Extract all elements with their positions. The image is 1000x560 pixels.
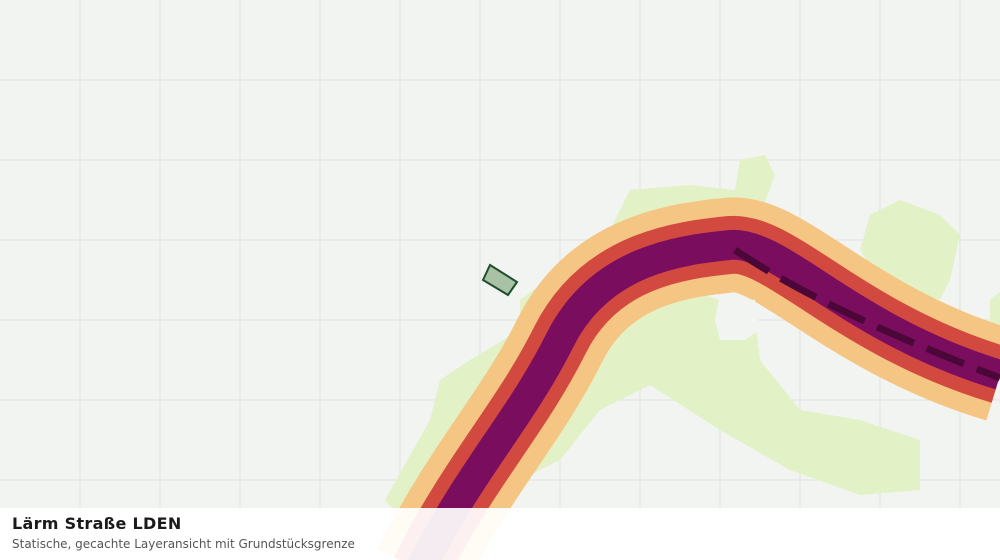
layer-subtitle: Statische, gecachte Layeransicht mit Gru… [12, 537, 355, 551]
parcel-boundary [481, 263, 519, 297]
map-hole [715, 295, 760, 340]
noise-zone-extreme [733, 247, 1000, 382]
noise-zone-very-high [408, 229, 1000, 560]
layer-title: Lärm Straße LDEN [12, 514, 182, 533]
info-panel: Lärm Straße LDEN Statische, gecachte Lay… [0, 508, 1000, 560]
